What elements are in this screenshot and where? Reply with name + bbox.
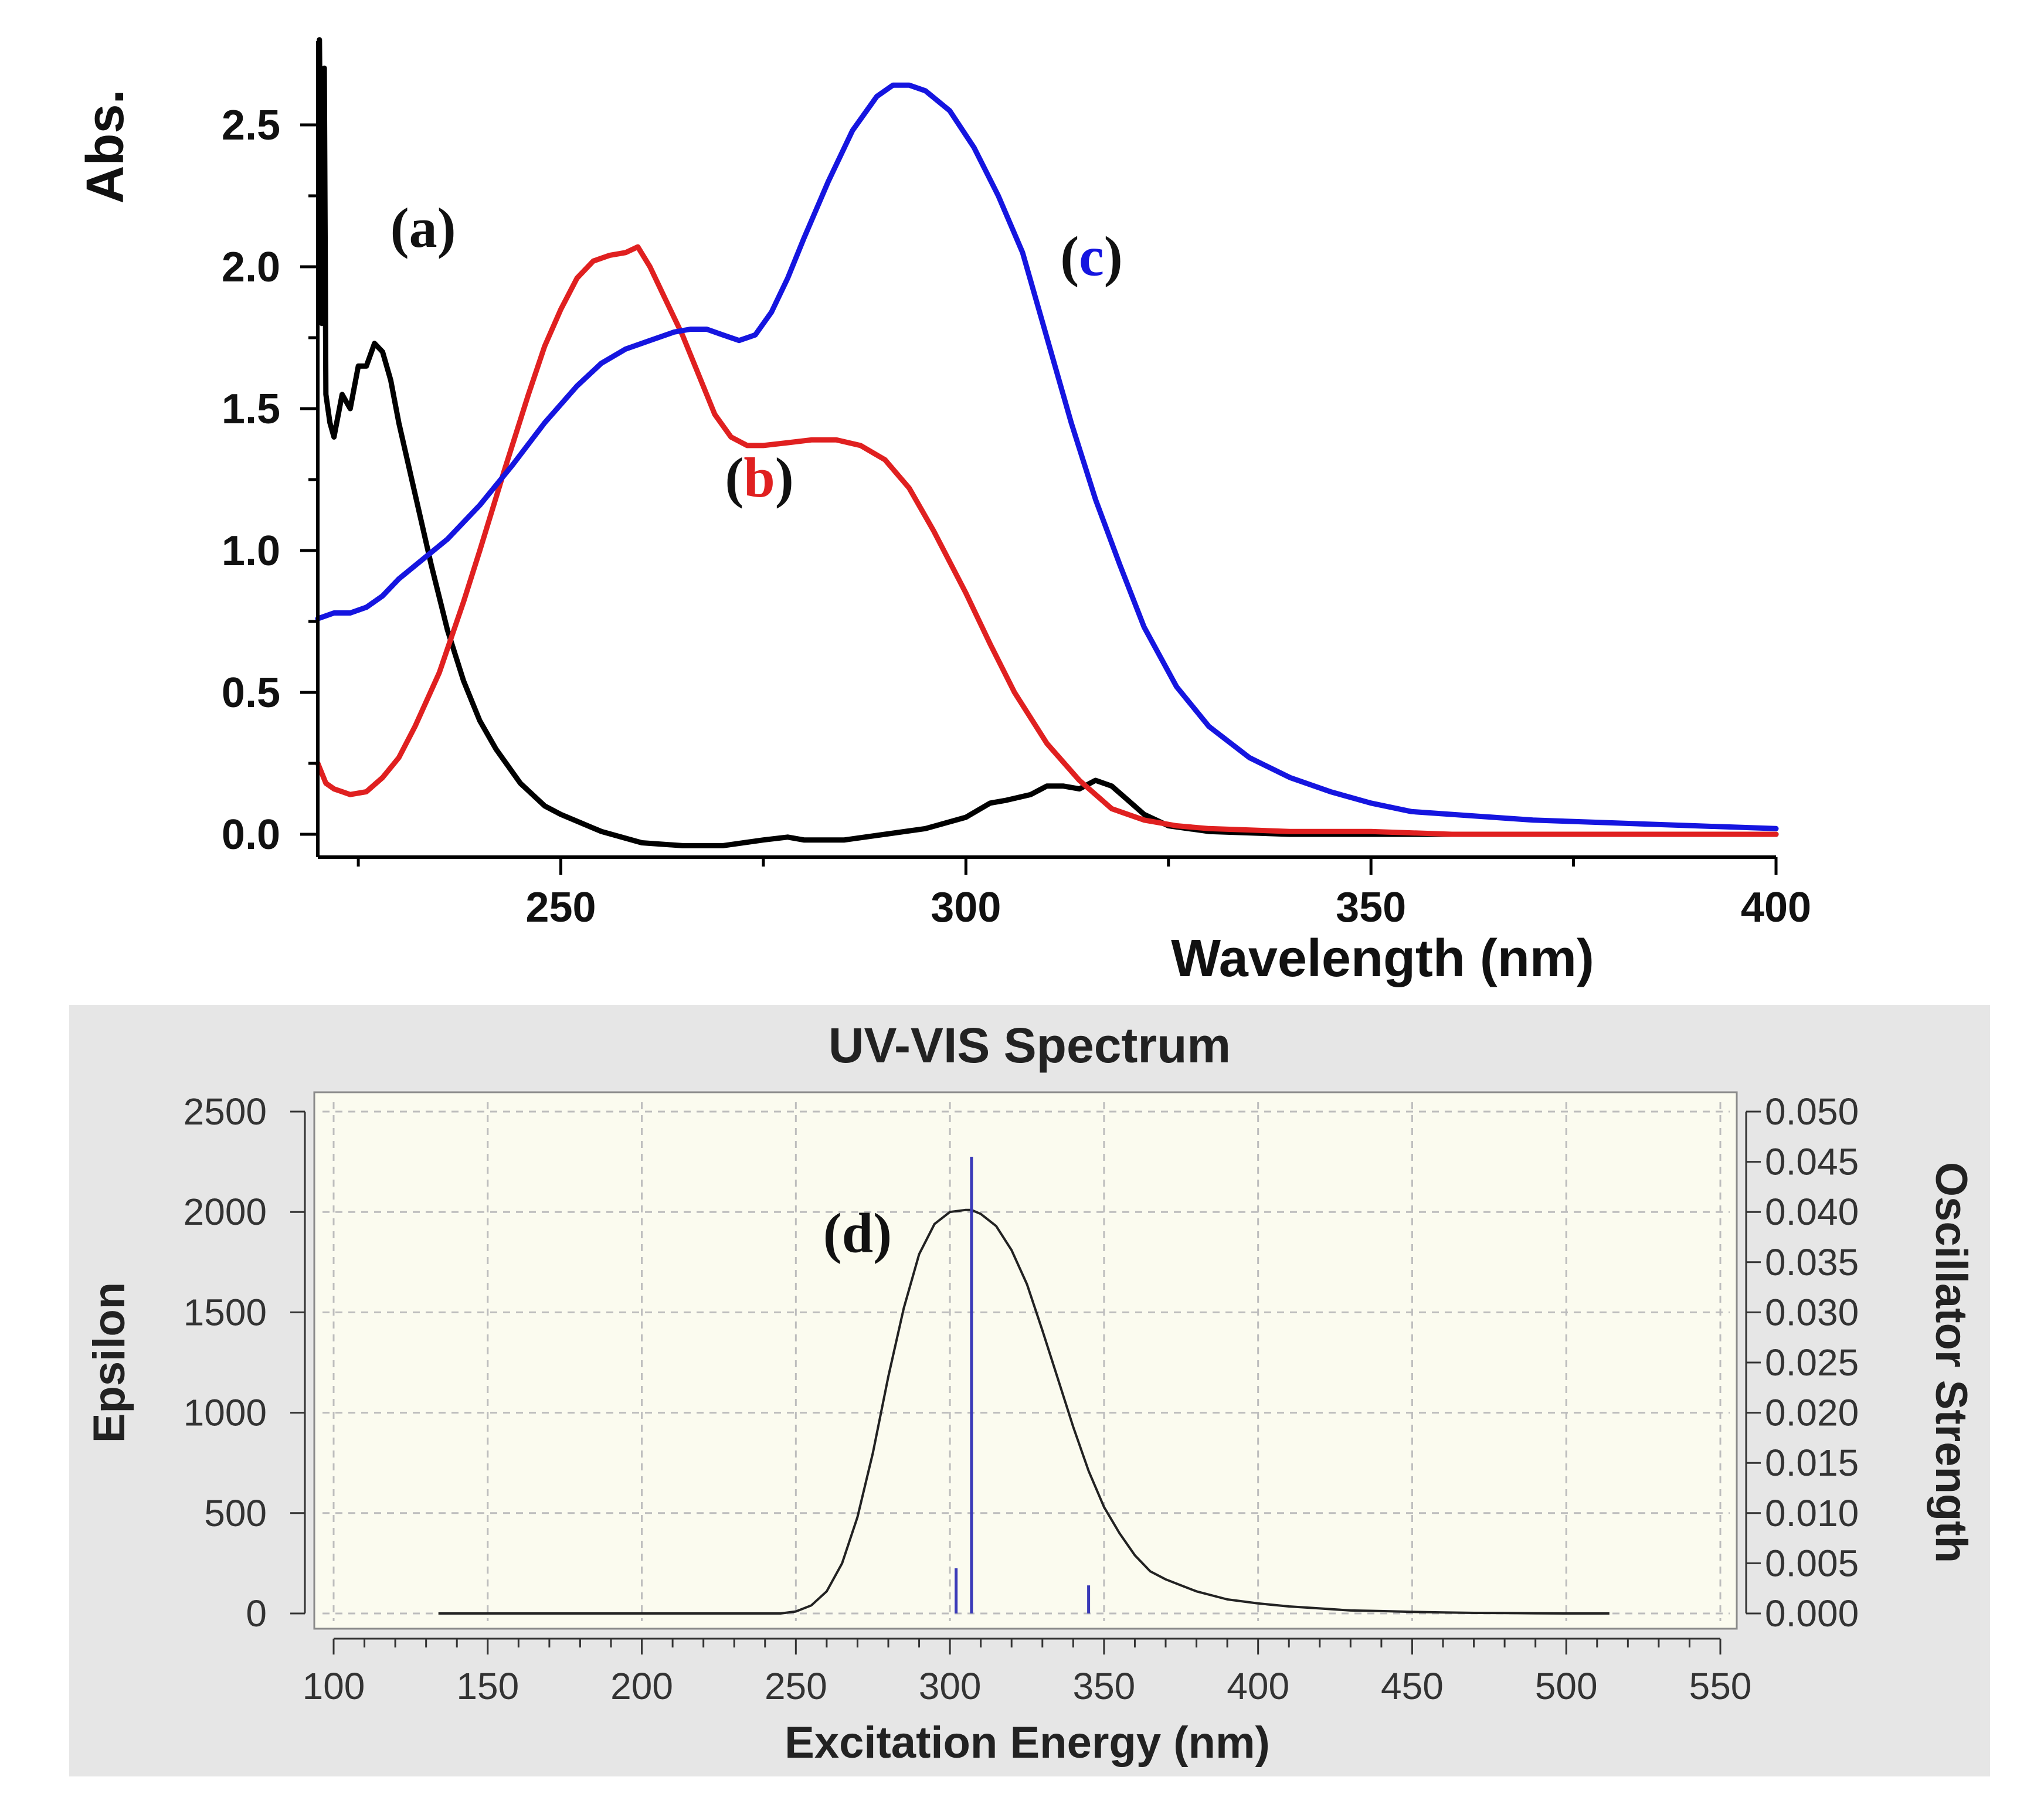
bottom-x-tick-label: 450 (1381, 1665, 1444, 1707)
bottom-y-axis-label: Epsilon (84, 1282, 134, 1443)
top-y-tick-label: 2.5 (222, 102, 280, 149)
top-series-line-c (315, 82, 1779, 831)
bottom-chart-title: UV-VIS Spectrum (829, 1018, 1231, 1073)
bottom-x-axis-label: Excitation Energy (nm) (785, 1718, 1270, 1768)
bottom-x-ticks: 100 150 200 250 300 350 400 450 500 550 (303, 1639, 1752, 1707)
bottom-y-tick-label: 1500 (184, 1291, 267, 1333)
bottom-y2-tick-label: 0.000 (1765, 1592, 1859, 1635)
top-series-group (315, 37, 1779, 848)
bottom-y2-tick-label: 0.015 (1765, 1442, 1859, 1484)
bottom-x-tick-label: 300 (919, 1665, 982, 1707)
bottom-y-ticks: 0 500 1000 1500 2000 2500 (184, 1090, 305, 1635)
bottom-x-tick-label: 350 (1072, 1665, 1135, 1707)
bottom-x-tick-label: 500 (1535, 1665, 1598, 1707)
bottom-y2-axis-label: Oscillator Strength (1926, 1162, 1976, 1563)
top-x-ticks: 250 300 350 400 (356, 857, 1811, 931)
bottom-y-tick-label: 2500 (184, 1090, 267, 1133)
top-x-tick-label: 350 (1336, 884, 1406, 931)
bottom-x-tick-label: 200 (610, 1665, 673, 1707)
bottom-oscillator-sticks (955, 1157, 1091, 1613)
top-series-line-b (315, 244, 1779, 837)
bottom-y-tick-label: 2000 (184, 1191, 267, 1233)
bottom-y2-tick-label: 0.020 (1765, 1392, 1859, 1434)
top-y-tick-label: 2.0 (222, 244, 280, 291)
top-annotations: (a) (b) (c) (391, 196, 1123, 509)
bottom-y2-tick-label: 0.010 (1765, 1492, 1859, 1534)
bottom-y2-ticks: 0.000 0.005 0.010 0.015 0.020 0.025 0.030 0.035… (1746, 1090, 1859, 1635)
top-y-tick-label: 1.0 (222, 528, 280, 575)
bottom-chart: UV-VIS Spectrum 0 500 1000 1500 2000 2500 0.0… (84, 1018, 1976, 1768)
top-x-axis-label: Wavelength (nm) (1171, 929, 1594, 988)
top-x-tick-label: 400 (1741, 884, 1811, 931)
bottom-y-tick-label: 500 (204, 1492, 267, 1534)
bottom-y2-tick-label: 0.050 (1765, 1090, 1859, 1133)
top-x-tick-label: 250 (525, 884, 596, 931)
bottom-epsilon-curve (438, 1208, 1610, 1615)
bottom-y2-tick-label: 0.025 (1765, 1341, 1859, 1384)
top-y-tick-label: 1.5 (222, 386, 280, 433)
top-series-annotation: (c) (1060, 225, 1123, 288)
top-series-line-a (317, 37, 1779, 848)
bottom-y-tick-label: 0 (246, 1592, 267, 1635)
bottom-y2-tick-label: 0.040 (1765, 1191, 1859, 1233)
bottom-series-group (438, 1208, 1610, 1615)
bottom-plot-area (313, 1091, 1738, 1630)
top-y-tick-label: 0.5 (222, 670, 280, 716)
top-chart: 0.0 0.5 1.0 1.5 2.0 2.5 250 300 350 400 Abs. Wav… (76, 37, 1811, 988)
bottom-series-annotation: (d) (823, 1202, 892, 1265)
top-series-annotation: (b) (725, 446, 793, 509)
bottom-y2-tick-label: 0.005 (1765, 1542, 1859, 1584)
top-y-tick-label: 0.0 (222, 811, 280, 858)
top-y-ticks: 0.0 0.5 1.0 1.5 2.0 2.5 (222, 102, 318, 858)
bottom-y2-tick-label: 0.045 (1765, 1141, 1859, 1183)
top-y-axis-label: Abs. (76, 89, 135, 203)
top-series-annotation: (a) (391, 196, 456, 259)
bottom-x-tick-label: 100 (303, 1665, 365, 1707)
bottom-y2-tick-label: 0.035 (1765, 1241, 1859, 1283)
bottom-annotations: (d) (823, 1202, 892, 1265)
bottom-x-tick-label: 400 (1227, 1665, 1289, 1707)
bottom-y-tick-label: 1000 (184, 1392, 267, 1434)
bottom-x-tick-label: 550 (1689, 1665, 1752, 1707)
bottom-x-tick-label: 150 (456, 1665, 519, 1707)
bottom-x-tick-label: 250 (765, 1665, 827, 1707)
top-x-tick-label: 300 (931, 884, 1001, 931)
bottom-y2-tick-label: 0.030 (1765, 1291, 1859, 1333)
